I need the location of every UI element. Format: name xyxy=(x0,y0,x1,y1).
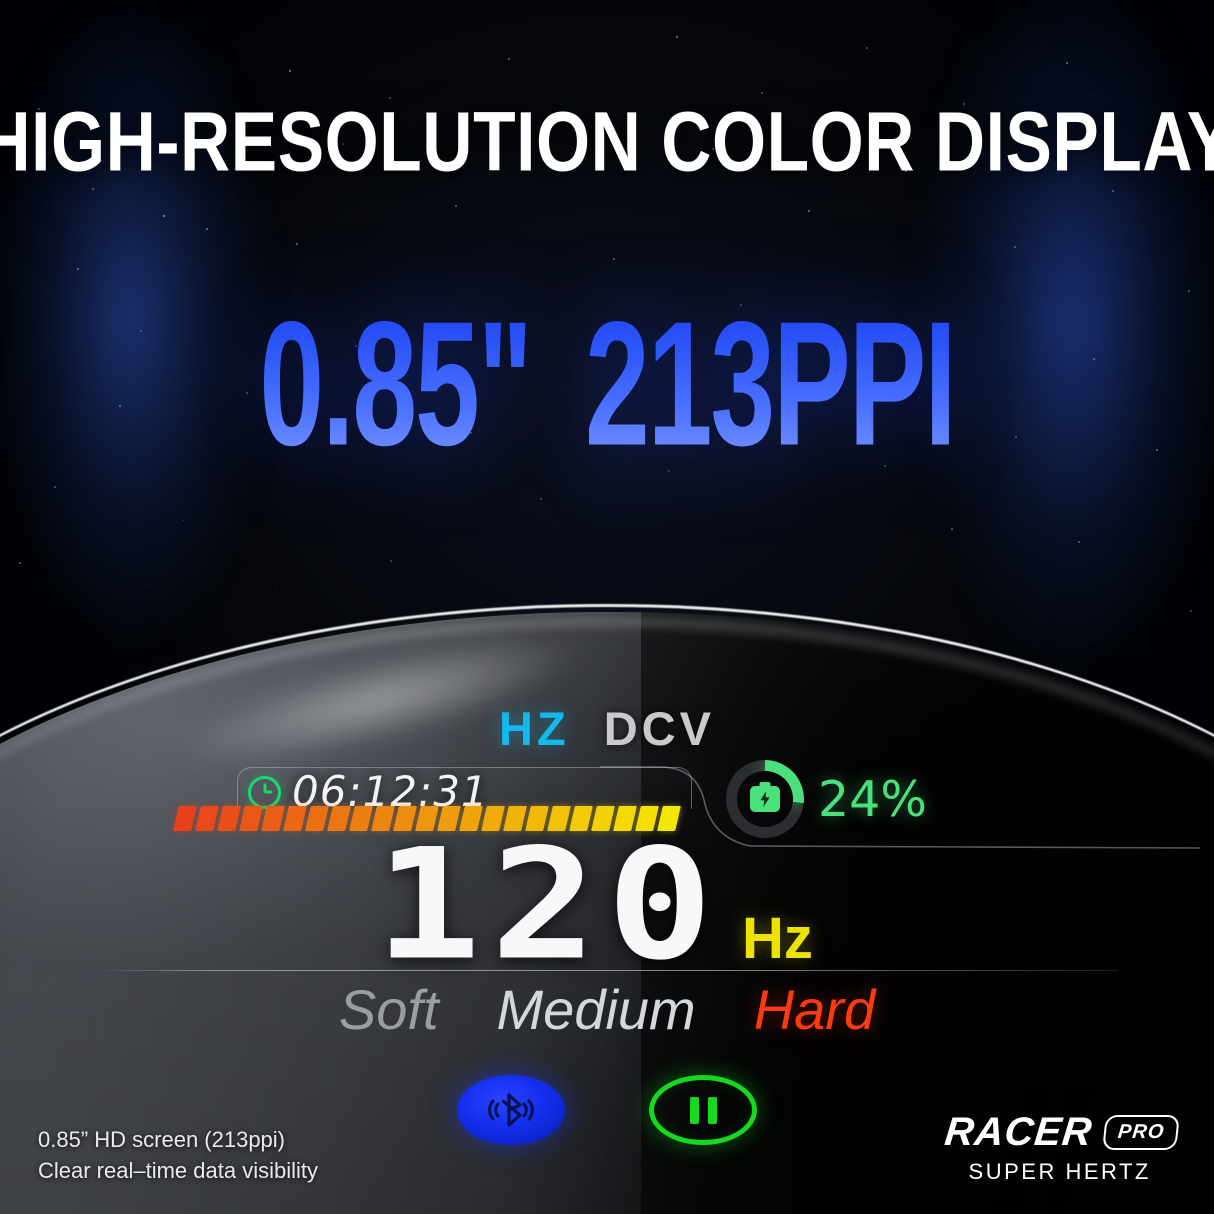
spec-ppi: 213PPI xyxy=(584,284,955,483)
timer-panel-frame xyxy=(237,767,692,809)
brand-name: RACER xyxy=(943,1110,1095,1154)
control-buttons xyxy=(0,1075,1214,1145)
spec-size: 0.85" xyxy=(259,284,531,483)
clock-icon xyxy=(248,775,281,809)
mode-row: HZ DCV xyxy=(0,705,1214,752)
feature-caption: 0.85” HD screen (213ppi) Clear real–time… xyxy=(38,1124,318,1186)
page-title: HIGH-RESOLUTION COLOR DISPLAY xyxy=(0,93,1214,189)
progress-segment xyxy=(327,806,351,831)
reading-value: 120 xyxy=(374,816,723,995)
progress-segment xyxy=(261,806,285,831)
bluetooth-button[interactable] xyxy=(457,1075,565,1145)
brand-tagline: SUPER HERTZ xyxy=(968,1159,1151,1184)
progress-segment xyxy=(173,806,197,831)
progress-segment xyxy=(283,806,307,831)
caption-line-2: Clear real–time data visibility xyxy=(38,1158,318,1184)
mode-dcv-label[interactable]: DCV xyxy=(603,702,715,755)
progress-segment xyxy=(239,806,263,831)
brand-logo-row: RACER PRO xyxy=(943,1110,1180,1154)
divider-line xyxy=(96,970,1118,971)
battery-indicator: 24% xyxy=(726,760,927,838)
device-screen: HZ DCV 06:12:31 24% 120 xyxy=(0,660,1214,1145)
brand-pro-badge: PRO xyxy=(1101,1114,1180,1150)
battery-ring xyxy=(726,760,804,838)
reading-unit: Hz xyxy=(742,906,813,971)
progress-segment xyxy=(349,806,373,831)
progress-segment xyxy=(305,806,329,831)
intensity-level-row: Soft Medium Hard xyxy=(0,982,1214,1038)
progress-segment xyxy=(217,806,241,831)
level-medium[interactable]: Medium xyxy=(496,978,696,1041)
pause-icon xyxy=(689,1096,717,1124)
progress-segment xyxy=(195,806,219,831)
timer-readout: 06:12:31 xyxy=(248,770,489,814)
pause-button[interactable] xyxy=(649,1075,757,1145)
timer-value: 06:12:31 xyxy=(292,767,489,816)
caption-line-1: 0.85” HD screen (213ppi) xyxy=(38,1127,286,1152)
spec-title: 0.85" 213PPI xyxy=(0,296,1214,473)
brand-logo: RACER PRO SUPER HERTZ xyxy=(943,1110,1180,1184)
mode-hz-label[interactable]: HZ xyxy=(499,702,570,755)
level-hard[interactable]: Hard xyxy=(753,978,876,1041)
bluetooth-icon xyxy=(488,1093,534,1127)
main-reading: 120 Hz xyxy=(0,816,1214,995)
level-soft[interactable]: Soft xyxy=(338,978,439,1041)
battery-charging-icon xyxy=(750,786,780,812)
battery-percent: 24% xyxy=(818,770,927,828)
